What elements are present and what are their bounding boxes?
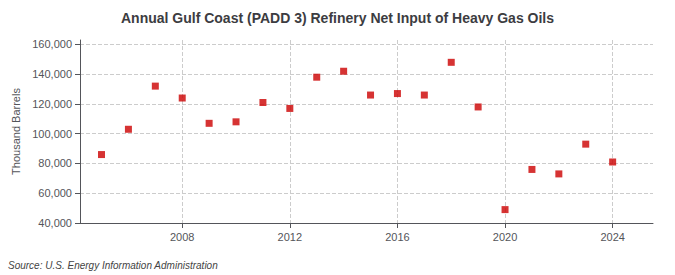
svg-text:2020: 2020	[493, 231, 517, 243]
svg-text:120,000: 120,000	[32, 98, 72, 110]
svg-text:Annual Gulf Coast (PADD 3) Ref: Annual Gulf Coast (PADD 3) Refinery Net …	[121, 10, 554, 26]
svg-text:140,000: 140,000	[32, 68, 72, 80]
svg-text:160,000: 160,000	[32, 38, 72, 50]
svg-text:2016: 2016	[385, 231, 409, 243]
svg-text:100,000: 100,000	[32, 128, 72, 140]
svg-text:2024: 2024	[600, 231, 624, 243]
svg-text:Thousand Barrels: Thousand Barrels	[10, 88, 22, 175]
svg-text:80,000: 80,000	[38, 157, 72, 169]
svg-text:2012: 2012	[278, 231, 302, 243]
svg-text:40,000: 40,000	[38, 217, 72, 229]
svg-text:60,000: 60,000	[38, 187, 72, 199]
svg-text:2008: 2008	[170, 231, 194, 243]
svg-text:Source: U.S. Energy Informatio: Source: U.S. Energy Information Administ…	[8, 260, 218, 271]
